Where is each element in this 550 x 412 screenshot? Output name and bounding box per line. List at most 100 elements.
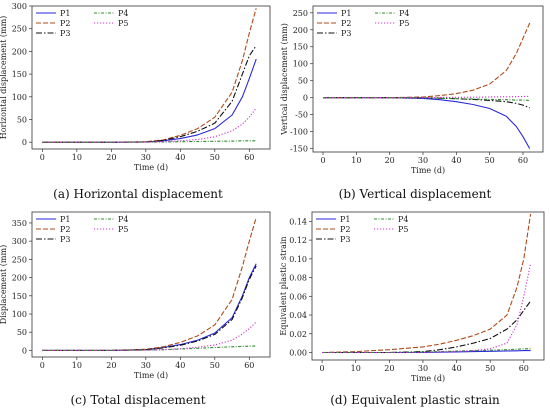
x-tick-label: 10 [351, 364, 361, 373]
y-axis-label: Horizontal displacement (mm) [0, 16, 8, 140]
x-tick-label: 40 [451, 156, 461, 165]
x-axis-label: Time (d) [134, 371, 168, 380]
legend-entry-p4: P4 [398, 215, 408, 224]
x-tick-label: 40 [451, 364, 461, 373]
x-tick-label: 20 [106, 153, 116, 162]
legend-entry-p3: P3 [60, 29, 70, 38]
legend-entry-p3: P3 [340, 235, 350, 244]
legend-entry-p4: P4 [118, 9, 128, 18]
x-tick-label: 60 [244, 153, 254, 162]
legend-entry-p1: P1 [340, 215, 350, 224]
y-tick-label: 200 [12, 47, 27, 56]
x-tick-label: 50 [485, 156, 495, 165]
x-tick-label: 50 [485, 364, 495, 373]
x-tick-label: 60 [244, 361, 254, 370]
x-tick-label: 0 [320, 364, 325, 373]
legend-entry-p5: P5 [398, 225, 408, 234]
x-tick-label: 0 [320, 156, 325, 165]
x-axis-label: Time (d) [411, 374, 445, 383]
legend-entry-p2: P2 [60, 19, 70, 28]
y-tick-label: 0.12 [289, 236, 307, 245]
legend-entry-p2: P2 [341, 19, 351, 28]
y-tick-label: 250 [293, 9, 308, 18]
legend-entry-p2: P2 [340, 225, 350, 234]
series-line-p2 [322, 213, 532, 354]
y-tick-label: 100 [293, 60, 308, 69]
series-line-p4 [322, 348, 531, 354]
y-tick-label: 200 [12, 274, 27, 283]
x-axis-label: Time (d) [134, 163, 168, 172]
caption-c: (c) Total displacement [70, 393, 205, 407]
x-tick-label: 10 [351, 156, 361, 165]
x-tick-label: 30 [141, 361, 151, 370]
plot-frame [312, 5, 544, 153]
legend-entry-p5: P5 [399, 19, 409, 28]
caption-d: (d) Equivalent plastic strain [330, 393, 500, 407]
y-tick-label: 150 [293, 43, 308, 52]
chart-panel-1: 0 10 20 30 40 50 60 -150 -100 -50 0 50 100 150 200 250 T… [280, 5, 544, 175]
y-tick-label: 0.02 [289, 330, 307, 339]
y-tick-label: 0.04 [289, 311, 307, 320]
y-tick-label: 0 [22, 346, 27, 355]
x-tick-label: 10 [72, 361, 82, 370]
x-tick-label: 20 [385, 156, 395, 165]
y-tick-label: 100 [12, 93, 27, 102]
y-axis-label: Displacement (mm) [0, 245, 8, 324]
y-tick-label: 300 [12, 237, 27, 246]
legend-entry-p3: P3 [341, 29, 351, 38]
plot-frame [311, 211, 545, 361]
plot-frame [31, 211, 271, 358]
x-tick-label: 30 [418, 364, 428, 373]
x-tick-label: 30 [418, 156, 428, 165]
x-tick-label: 40 [175, 153, 185, 162]
series-line-p5 [42, 107, 257, 143]
y-tick-label: 0.08 [289, 274, 307, 283]
y-tick-label: 150 [12, 292, 27, 301]
plot-frame [31, 5, 271, 150]
y-tick-label: 50 [17, 115, 27, 124]
legend-entry-p3: P3 [60, 235, 70, 244]
y-tick-label: 0.00 [289, 349, 307, 358]
caption-a: (a) Horizontal displacement [53, 187, 223, 201]
x-tick-label: 60 [518, 156, 528, 165]
series-line-p2 [323, 22, 531, 99]
legend-entry-p5: P5 [118, 225, 128, 234]
chart-panel-0: 0 10 20 30 40 50 60 0 50 100 150 200 250 300 Time (d) H… [0, 2, 271, 172]
series-line-p5 [323, 95, 530, 99]
y-axis-label: Vertical displacement (mm) [280, 23, 289, 136]
y-tick-label: 250 [12, 255, 27, 264]
x-axis-label: Time (d) [411, 166, 445, 175]
x-tick-label: 10 [72, 153, 82, 162]
y-tick-label: 50 [298, 77, 308, 86]
legend-entry-p4: P4 [399, 9, 409, 18]
x-tick-label: 60 [519, 364, 529, 373]
legend-entry-p2: P2 [60, 225, 70, 234]
x-tick-label: 50 [210, 361, 220, 370]
y-tick-label: 0 [303, 94, 308, 103]
caption-b: (b) Vertical displacement [339, 187, 492, 201]
y-tick-label: 350 [12, 219, 27, 228]
legend-entry-p4: P4 [118, 215, 128, 224]
chart-panel-3: 0 10 20 30 40 50 60 0.00 0.02 0.04 0.06 0.08 0.10 0.1… [279, 211, 545, 383]
y-tick-label: -150 [290, 145, 308, 154]
x-tick-label: 0 [40, 361, 45, 370]
x-tick-label: 40 [175, 361, 185, 370]
x-tick-label: 50 [210, 153, 220, 162]
y-tick-label: 0 [22, 138, 27, 147]
legend-entry-p1: P1 [60, 9, 70, 18]
y-tick-label: 300 [12, 2, 27, 11]
y-tick-label: -50 [295, 111, 308, 120]
y-axis-label: Equivalent plastic strain [279, 236, 288, 335]
y-tick-label: 0.06 [289, 292, 307, 301]
legend-entry-p1: P1 [341, 9, 351, 18]
y-tick-label: 0.10 [289, 255, 307, 264]
x-tick-label: 30 [141, 153, 151, 162]
y-tick-label: 0.14 [289, 217, 307, 226]
legend-entry-p1: P1 [60, 215, 70, 224]
legend-entry-p5: P5 [118, 19, 128, 28]
y-tick-label: -100 [290, 128, 308, 137]
y-tick-label: 100 [12, 310, 27, 319]
x-tick-label: 20 [106, 361, 116, 370]
y-tick-label: 200 [293, 26, 308, 35]
